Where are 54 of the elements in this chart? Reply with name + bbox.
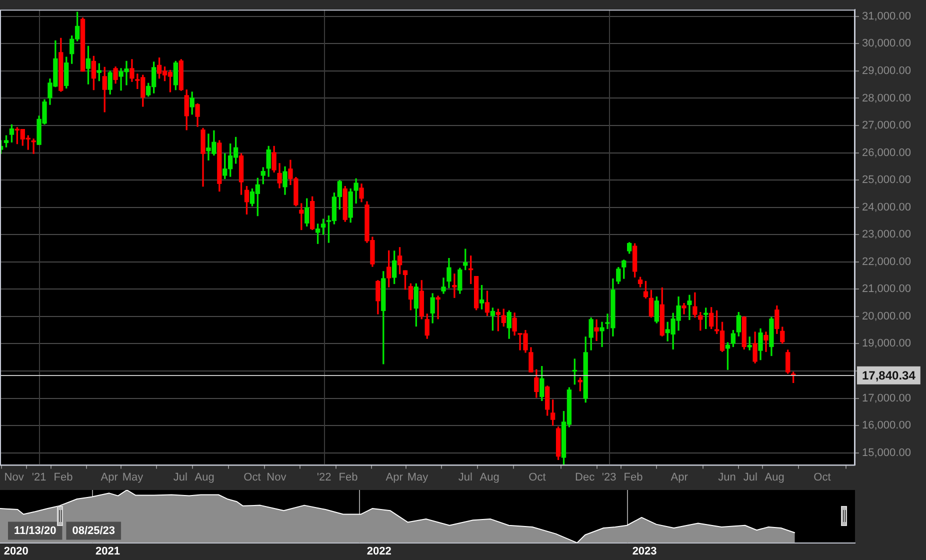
x-tick-label: Jun	[718, 471, 736, 484]
x-tick-label: Feb	[338, 471, 358, 484]
x-tick-label: Nov	[4, 471, 24, 484]
annotation: 11/13/20	[14, 524, 56, 537]
x-tick-label: Feb	[624, 471, 643, 484]
y-tick-label: 27,000.00	[862, 120, 911, 132]
y-tick-label: 24,000.00	[862, 201, 911, 214]
x-tick-label: May	[407, 471, 429, 484]
y-tick-label: 28,000.00	[862, 92, 911, 104]
x-tick-label: Aug	[480, 471, 500, 484]
y-tick-label: 17,000.00	[862, 392, 911, 404]
y-tick-label: 23,000.00	[862, 228, 911, 241]
candlestick	[436, 296, 440, 320]
x-tick-label: Apr	[386, 471, 404, 484]
x-tick-label: May	[122, 471, 144, 484]
annotation: 08/25/23	[72, 524, 116, 537]
y-tick-label: 29,000.00	[862, 64, 911, 77]
candlestick	[452, 274, 457, 298]
x-tick-label: Dec	[575, 471, 596, 484]
y-tick-label: 20,000.00	[862, 310, 911, 322]
candlestick	[682, 303, 686, 314]
y-tick-label: 19,000.00	[862, 338, 911, 350]
x-tick-label: '22	[316, 471, 332, 484]
y-tick-label: 31,000.00	[862, 10, 911, 22]
x-tick-label: Aug	[194, 471, 214, 484]
x-tick-label: Jul	[743, 471, 758, 484]
ref-line-label: 17,840.34	[862, 368, 916, 383]
x-tick-label: 2022	[366, 545, 392, 558]
candlestick	[31, 138, 36, 154]
x-tick-label: Feb	[54, 471, 73, 484]
x-tick-label: Aug	[764, 471, 784, 484]
x-tick-label: '21	[32, 471, 46, 484]
y-tick-label: 25,000.00	[862, 174, 911, 186]
x-tick-label: Jul	[173, 471, 188, 484]
y-tick-label: 30,000.00	[862, 38, 911, 50]
candlestick	[600, 322, 604, 348]
x-tick-label: Oct	[528, 471, 546, 484]
x-tick-label: Apr	[100, 471, 118, 484]
y-tick-label: 26,000.00	[862, 146, 911, 159]
x-tick-label: Nov	[266, 471, 287, 484]
y-tick-label: 15,000.00	[862, 446, 911, 459]
candlestick	[687, 294, 692, 320]
x-tick-label: Oct	[814, 471, 831, 484]
x-tick-label: 2020	[4, 545, 28, 558]
y-tick-label: 16,000.00	[862, 420, 911, 432]
x-tick-label: 2021	[96, 545, 120, 558]
x-tick-label: Apr	[670, 471, 688, 484]
x-tick-label: Oct	[244, 471, 261, 484]
x-tick-label: Jul	[458, 471, 472, 484]
x-tick-label: 2023	[632, 545, 657, 558]
y-tick-label: 22,000.00	[862, 256, 911, 268]
candlestick	[594, 319, 599, 342]
x-tick-label: '23	[602, 471, 616, 484]
y-tick-label: 21,000.00	[862, 283, 911, 296]
